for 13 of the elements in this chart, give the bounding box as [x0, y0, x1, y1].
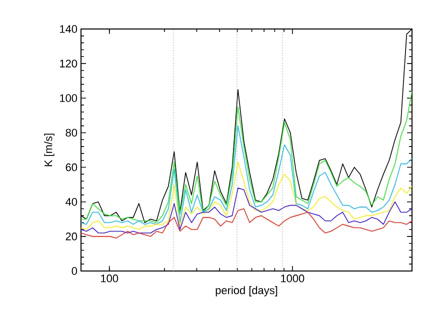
- y-tick-label: 60: [66, 163, 78, 172]
- y-tick-label: 140: [60, 25, 78, 33]
- line-series: [81, 162, 412, 230]
- y-tick-label: 100: [60, 94, 78, 102]
- y-tick-label: 40: [66, 198, 78, 206]
- line-series: [81, 125, 412, 225]
- y-tick-label: 120: [60, 60, 78, 68]
- y-tick-label: 0: [72, 267, 78, 275]
- x-tick-label: 1000: [281, 274, 304, 282]
- x-axis-title: period [days]: [216, 286, 278, 296]
- y-axis-title: K [m/s]: [44, 134, 54, 166]
- y-tick-label: 80: [66, 128, 78, 137]
- y-tick-label: 20: [66, 232, 78, 240]
